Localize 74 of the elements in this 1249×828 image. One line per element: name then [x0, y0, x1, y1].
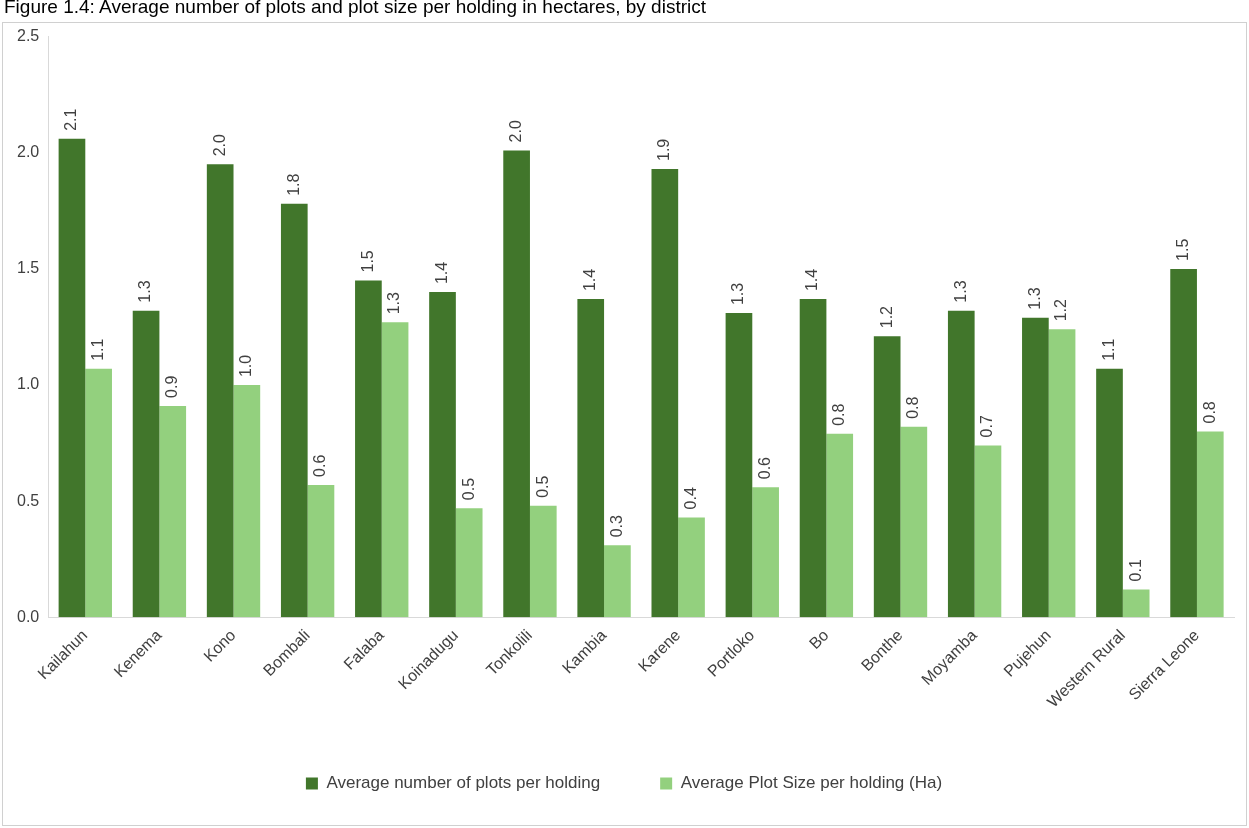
data-label: 1.0	[237, 354, 255, 378]
data-label: 0.5	[533, 475, 551, 498]
bar	[429, 292, 456, 618]
data-label: 1.1	[1099, 338, 1117, 361]
data-label: 1.3	[385, 291, 403, 315]
y-tick-label: 2.0	[16, 143, 40, 161]
bar	[1096, 368, 1123, 618]
data-label: 1.3	[951, 280, 969, 303]
data-label: 2.1	[62, 108, 80, 131]
data-label: 1.3	[1025, 287, 1043, 310]
data-label: 1.5	[358, 250, 376, 273]
bar	[355, 280, 382, 618]
bar	[85, 368, 112, 618]
data-label: 1.4	[432, 261, 450, 285]
data-label: 0.8	[1200, 401, 1218, 424]
data-label: 1.2	[1052, 298, 1070, 322]
data-label: 1.1	[89, 338, 107, 361]
data-label: 1.3	[729, 282, 747, 306]
data-label: 1.5	[1174, 238, 1192, 261]
bar	[974, 445, 1002, 618]
legend-label: Average number of plots per holding	[326, 773, 601, 793]
y-tick-label: 1.0	[16, 375, 40, 393]
x-tick-label: Bo	[805, 626, 832, 653]
data-label: 0.6	[311, 454, 329, 477]
bar	[725, 313, 753, 618]
bar	[1170, 268, 1197, 618]
data-label: 1.4	[581, 268, 599, 292]
y-tick-label: 0.0	[16, 607, 40, 625]
bar	[826, 433, 854, 618]
legend-label: Average Plot Size per holding (Ha)	[680, 773, 943, 793]
data-label: 0.9	[163, 375, 181, 398]
bar	[752, 487, 779, 618]
y-tick-label: 2.5	[16, 27, 40, 45]
bar	[1122, 589, 1150, 618]
data-label: 0.3	[607, 514, 625, 538]
bar	[947, 310, 975, 618]
bar	[1048, 329, 1076, 618]
bar	[206, 164, 234, 618]
bar	[529, 505, 557, 618]
bar	[233, 385, 261, 618]
bar	[307, 484, 335, 618]
bar	[455, 508, 483, 618]
data-label: 0.1	[1126, 559, 1144, 582]
bar	[678, 517, 705, 618]
y-tick-label: 0.5	[16, 491, 40, 509]
bar	[900, 426, 928, 618]
data-label: 0.7	[978, 415, 996, 438]
bar	[604, 545, 631, 618]
bar	[577, 299, 605, 618]
bar	[873, 336, 901, 618]
data-label: 0.8	[904, 396, 922, 419]
y-tick-label: 1.5	[16, 259, 40, 277]
data-label: 0.4	[681, 487, 699, 510]
bar	[503, 150, 530, 618]
data-label: 1.2	[877, 305, 895, 329]
data-label: 1.3	[136, 280, 154, 303]
bar	[799, 299, 827, 618]
bar	[651, 169, 679, 618]
bar	[132, 310, 160, 618]
bar	[1196, 431, 1224, 618]
bar	[1022, 317, 1049, 618]
data-label: 1.8	[284, 173, 302, 196]
data-label: 0.5	[459, 477, 477, 501]
data-label: 1.4	[803, 268, 821, 292]
bar	[280, 203, 308, 618]
data-label: 0.6	[756, 456, 774, 480]
data-label: 1.9	[655, 138, 673, 162]
bar	[58, 138, 86, 618]
bar	[159, 405, 187, 618]
data-label: 2.0	[210, 134, 228, 157]
bar	[381, 322, 409, 618]
data-label: 2.0	[507, 120, 525, 143]
data-label: 0.8	[830, 403, 848, 426]
chart-title: Figure 1.4: Average number of plots and plot size per holding in hectares, by district	[4, 0, 706, 18]
